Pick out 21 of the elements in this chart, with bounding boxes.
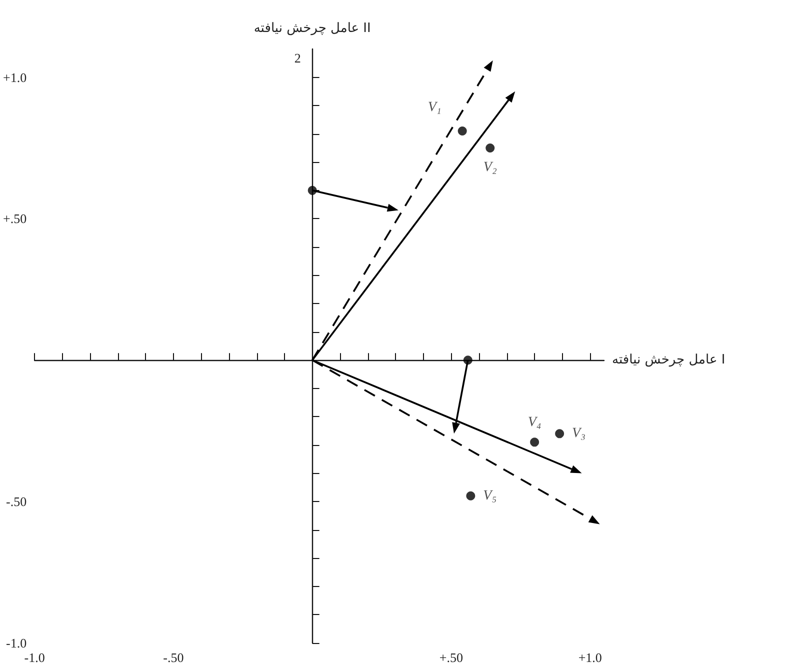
annotation: 2 <box>294 50 301 66</box>
data-label: V₃ <box>572 426 586 442</box>
y-tick-label: +1.0 <box>2 70 27 85</box>
point <box>530 438 540 447</box>
point <box>458 126 467 136</box>
data-label: V₁ <box>428 100 442 116</box>
x-tick-label: -.50 <box>163 650 184 664</box>
y-tick-label: -1.0 <box>6 636 27 650</box>
data-label: V₂ <box>483 160 497 175</box>
point <box>555 429 564 438</box>
x-tick-label: -1.0 <box>24 650 45 664</box>
y-tick-label: -.50 <box>6 494 27 510</box>
x-axis-title: عامل چرخش نیافته I <box>612 352 726 368</box>
y-axis-title: عامل چرخش نیافته II <box>254 21 371 36</box>
point <box>486 144 495 152</box>
point <box>466 491 476 500</box>
x-tick-label: +.50 <box>439 650 464 664</box>
data-label: V₄ <box>528 415 542 430</box>
data-label: V₅ <box>483 488 497 504</box>
y-tick-label: +.50 <box>2 211 27 226</box>
x-tick-label: +1.0 <box>578 650 602 664</box>
